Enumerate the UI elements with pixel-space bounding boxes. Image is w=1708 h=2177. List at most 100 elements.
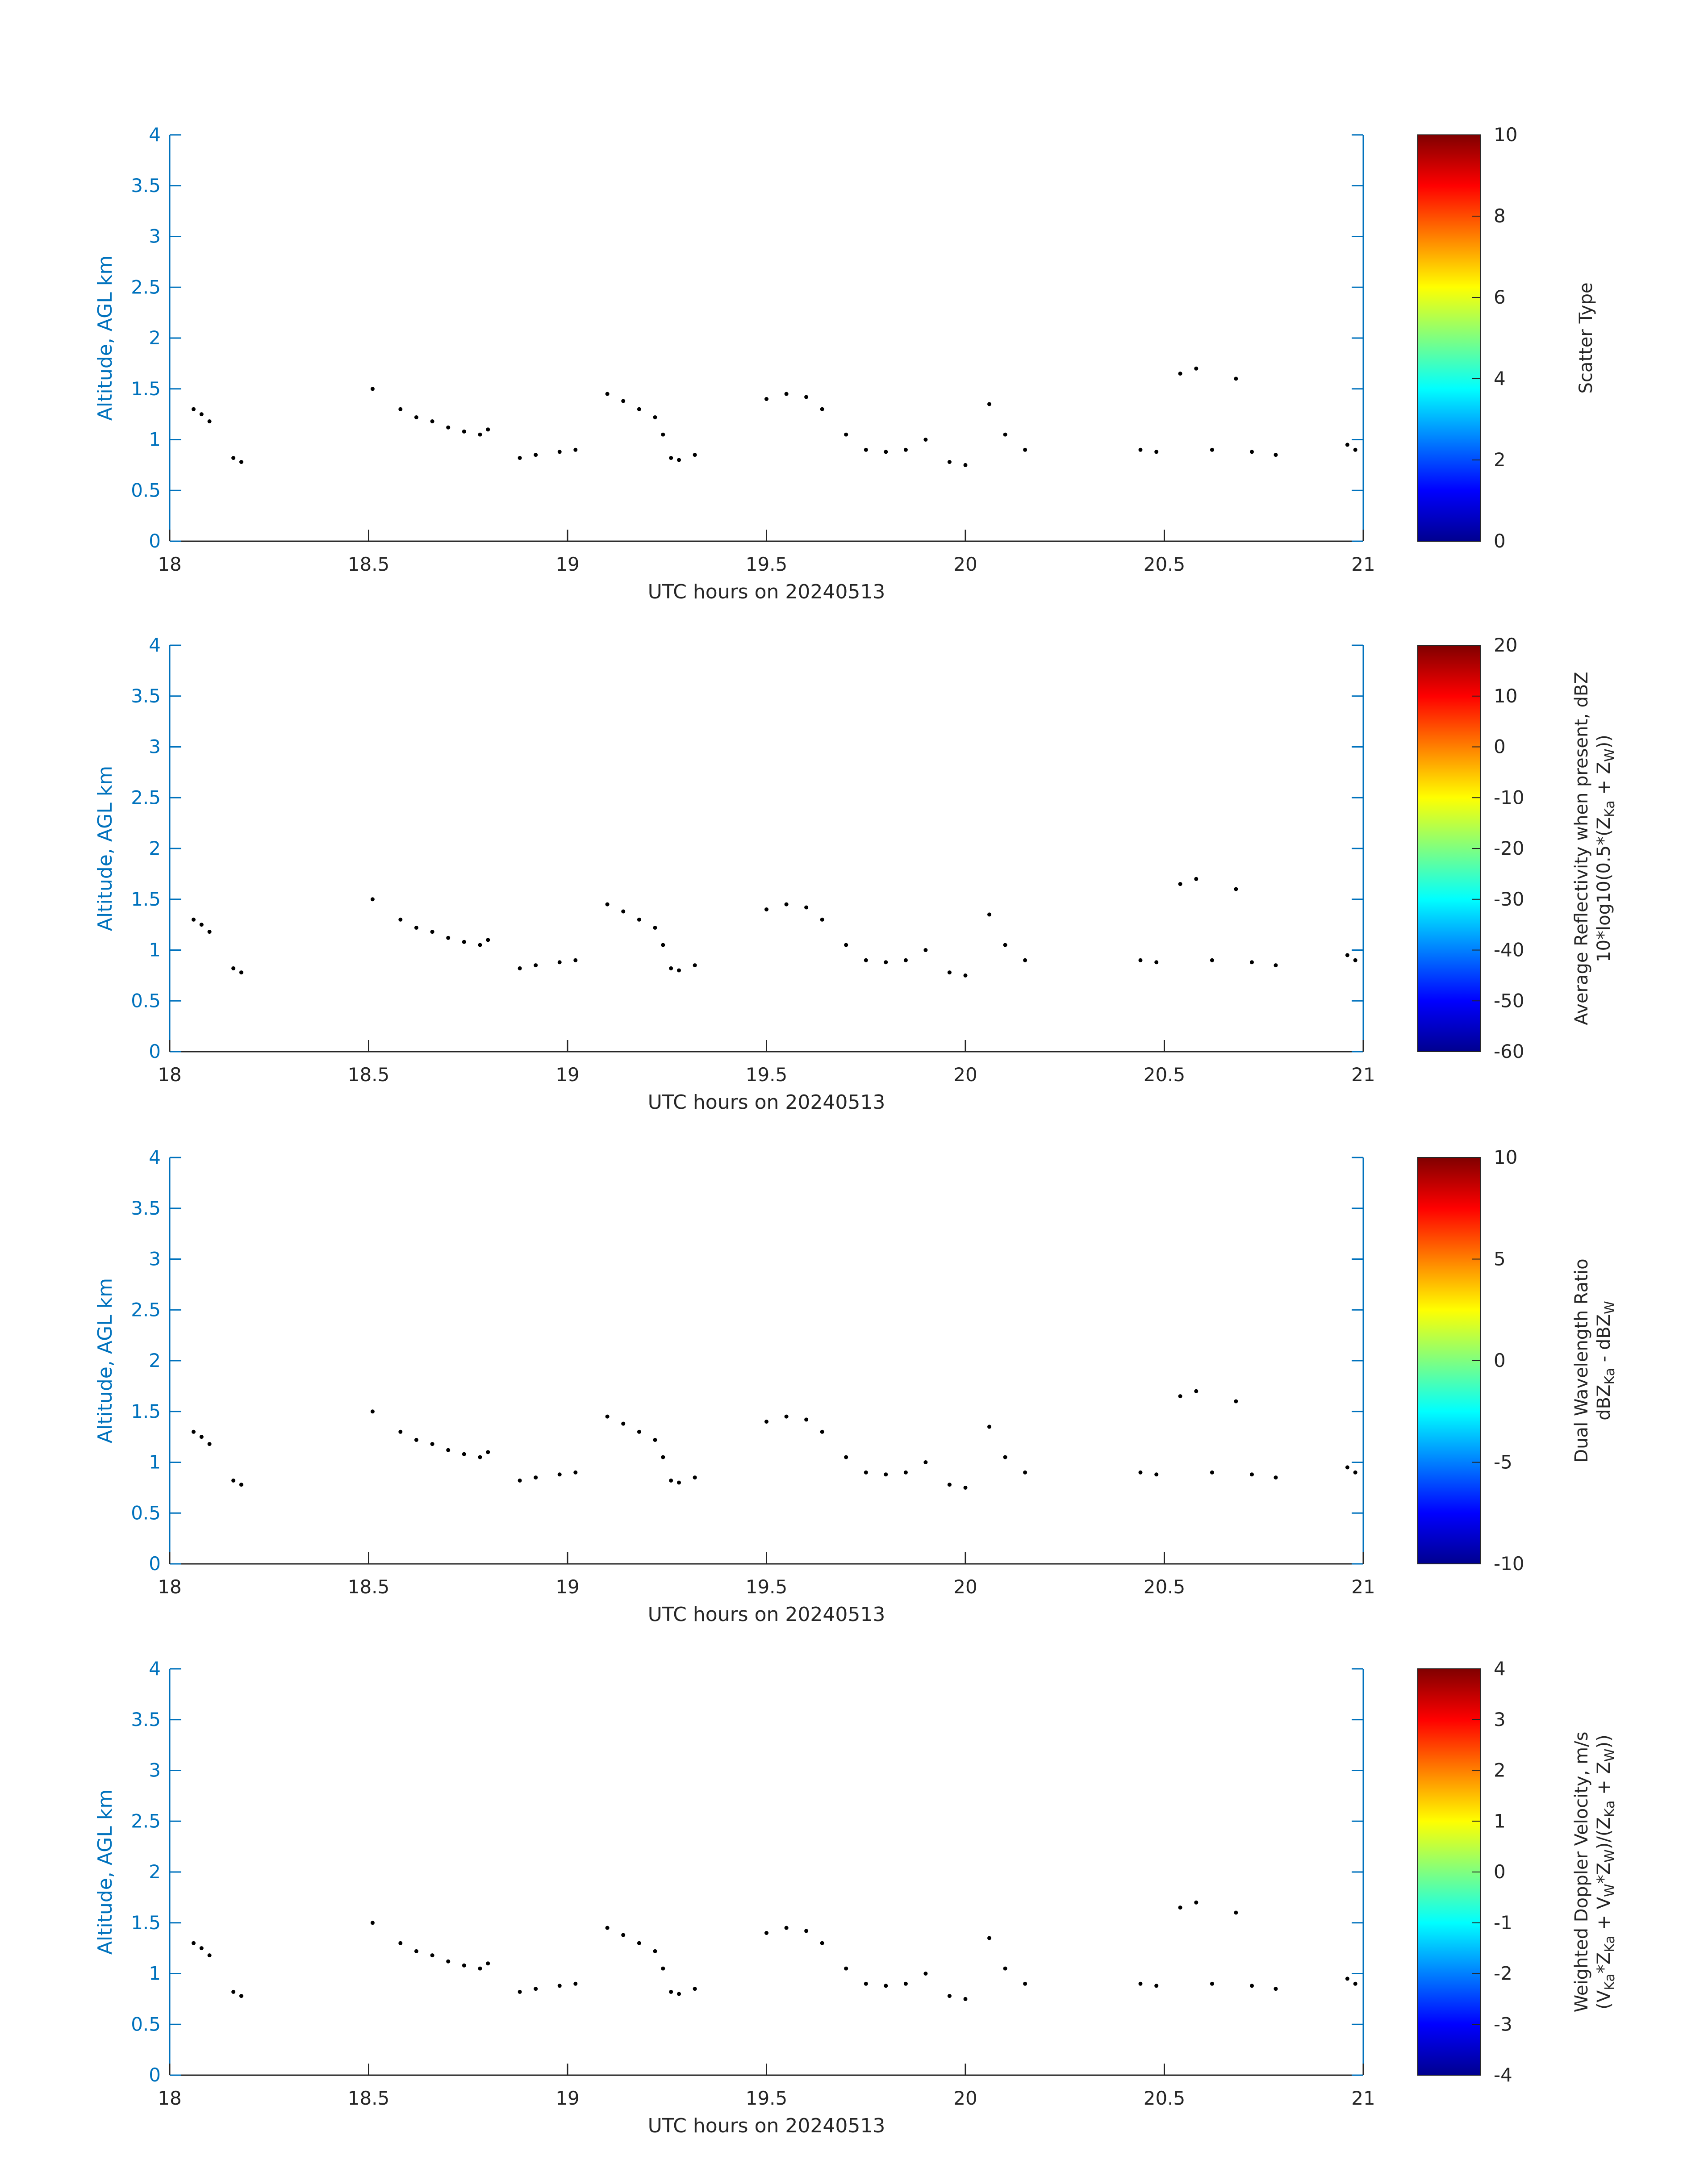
cloud-top-dot bbox=[1250, 1984, 1254, 1988]
cloud-top-dot bbox=[653, 1949, 657, 1953]
cloud-top-dot bbox=[669, 1478, 673, 1483]
cloud-top-dot bbox=[239, 460, 243, 464]
cloud-top-dot bbox=[903, 447, 908, 452]
cloud-top-dot bbox=[1274, 1987, 1278, 1991]
y-tick-label: 0 bbox=[149, 2064, 161, 2086]
cloud-top-dot bbox=[534, 1475, 538, 1480]
cloud-top-dot bbox=[963, 1997, 968, 2001]
cloud-top-dot bbox=[207, 1442, 212, 1446]
cloud-top-dot bbox=[446, 425, 451, 430]
colorbar-tick-label: -5 bbox=[1494, 1451, 1512, 1473]
cloud-top-dot bbox=[398, 1941, 403, 1945]
y-tick-label: 4 bbox=[149, 634, 161, 656]
cloud-top-dot bbox=[557, 1984, 562, 1988]
cloud-top-dot bbox=[661, 943, 665, 947]
cloud-top-dot bbox=[844, 1966, 848, 1971]
cloud-top-dot bbox=[1274, 453, 1278, 457]
cloud-top-dot bbox=[446, 936, 451, 940]
cloud-top-dot bbox=[820, 1941, 824, 1945]
cloud-top-markers bbox=[192, 1900, 1357, 2001]
y-tick-label: 1 bbox=[149, 1451, 161, 1473]
cloud-top-dot bbox=[462, 1452, 466, 1456]
cloud-top-dot bbox=[231, 1989, 236, 1994]
colorbar-tick-label: 10 bbox=[1494, 685, 1517, 707]
cloud-top-dot bbox=[864, 1981, 868, 1986]
y-tick-label: 3.5 bbox=[131, 1197, 161, 1219]
cloud-top-dot bbox=[1234, 1910, 1238, 1915]
colorbar-tick-label: -10 bbox=[1494, 786, 1524, 808]
cloud-top-dot bbox=[462, 940, 466, 944]
cloud-top-dot bbox=[669, 966, 673, 970]
colorbar-tick-label: -4 bbox=[1494, 2064, 1512, 2086]
cloud-top-dot bbox=[231, 966, 236, 970]
cloud-top-dot bbox=[1345, 953, 1349, 957]
colorbar-label: Weighted Doppler Velocity, m/s (VKa*ZKa +… bbox=[1571, 1732, 1618, 2013]
colorbar-tick-label: 3 bbox=[1494, 1709, 1506, 1730]
cloud-top-dot bbox=[518, 1989, 522, 1994]
cloud-top-dot bbox=[661, 432, 665, 437]
y-tick-label: 0.5 bbox=[131, 479, 161, 501]
x-tick-label: 19 bbox=[555, 1064, 579, 1086]
colorbar-tick-label: 0 bbox=[1494, 530, 1506, 552]
y-tick-label: 3.5 bbox=[131, 1709, 161, 1730]
colorbar-tick-label: 2 bbox=[1494, 449, 1506, 471]
cloud-top-dot bbox=[1353, 447, 1357, 452]
y-tick-label: 2.5 bbox=[131, 276, 161, 298]
colorbar-tick-label: 0 bbox=[1494, 736, 1506, 758]
cloud-top-dot bbox=[414, 1949, 418, 1953]
cloud-top-dot bbox=[903, 958, 908, 962]
cloud-top-dot bbox=[398, 407, 403, 411]
y-tick-label: 0 bbox=[149, 1553, 161, 1575]
cloud-top-dot bbox=[693, 453, 697, 457]
cloud-top-dot bbox=[1194, 877, 1199, 881]
cloud-top-dot bbox=[621, 1933, 626, 1937]
cloud-top-dot bbox=[1353, 1470, 1357, 1475]
cloud-top-dot bbox=[1234, 376, 1238, 381]
cloud-top-dot bbox=[637, 1941, 641, 1945]
cloud-top-dot bbox=[884, 960, 888, 965]
cloud-top-dot bbox=[637, 917, 641, 922]
cloud-top-dot bbox=[947, 970, 952, 975]
colorbar-tick-label: -20 bbox=[1494, 837, 1524, 859]
cloud-top-dot bbox=[1154, 960, 1159, 965]
y-tick-label: 2 bbox=[149, 837, 161, 859]
y-tick-label: 3 bbox=[149, 736, 161, 758]
x-tick-label: 19 bbox=[555, 553, 579, 575]
colorbar-label-line-2: 10*log10(0.5*(ZKa + ZW)) bbox=[1594, 735, 1618, 962]
cloud-top-dot bbox=[1023, 1470, 1027, 1475]
cloud-top-dot bbox=[605, 1926, 610, 1930]
cloud-top-dot bbox=[693, 1475, 697, 1480]
cloud-top-dot bbox=[1210, 447, 1214, 452]
cloud-top-dot bbox=[864, 958, 868, 962]
cloud-top-dot bbox=[987, 1936, 991, 1940]
cloud-top-dot bbox=[462, 1963, 466, 1968]
y-tick-label: 2.5 bbox=[131, 1810, 161, 1832]
x-tick-label: 18.5 bbox=[348, 1064, 390, 1086]
cloud-top-dot bbox=[987, 1425, 991, 1429]
cloud-top-dot bbox=[534, 1987, 538, 1991]
cloud-top-dot bbox=[207, 1953, 212, 1958]
cloud-top-dot bbox=[784, 902, 789, 907]
colorbar-tick-label: 0 bbox=[1494, 1861, 1506, 1883]
cloud-top-dot bbox=[621, 1421, 626, 1426]
cloud-top-dot bbox=[573, 958, 578, 962]
cloud-top-dot bbox=[947, 460, 952, 464]
cloud-top-dot bbox=[1250, 450, 1254, 454]
colorbar-label-line-2: dBZKa - dBZW bbox=[1594, 1301, 1618, 1421]
cloud-top-dot bbox=[820, 1429, 824, 1434]
cloud-top-dot bbox=[478, 943, 482, 947]
cloud-top-dot bbox=[573, 1470, 578, 1475]
cloud-top-dot bbox=[1003, 1966, 1007, 1971]
y-tick-label: 4 bbox=[149, 1658, 161, 1680]
colorbar bbox=[1417, 1668, 1481, 2076]
colorbar bbox=[1417, 134, 1481, 542]
cloud-top-dot bbox=[621, 909, 626, 914]
colorbar-tick-label: 4 bbox=[1494, 1658, 1506, 1680]
x-tick-label: 20 bbox=[953, 2087, 977, 2109]
colorbar-label-line: Scatter Type bbox=[1576, 283, 1596, 394]
y-tick-label: 3.5 bbox=[131, 685, 161, 707]
colorbar-label: Average Reflectivity when present, dBZ 10… bbox=[1571, 672, 1618, 1025]
cloud-top-dot bbox=[478, 1455, 482, 1459]
